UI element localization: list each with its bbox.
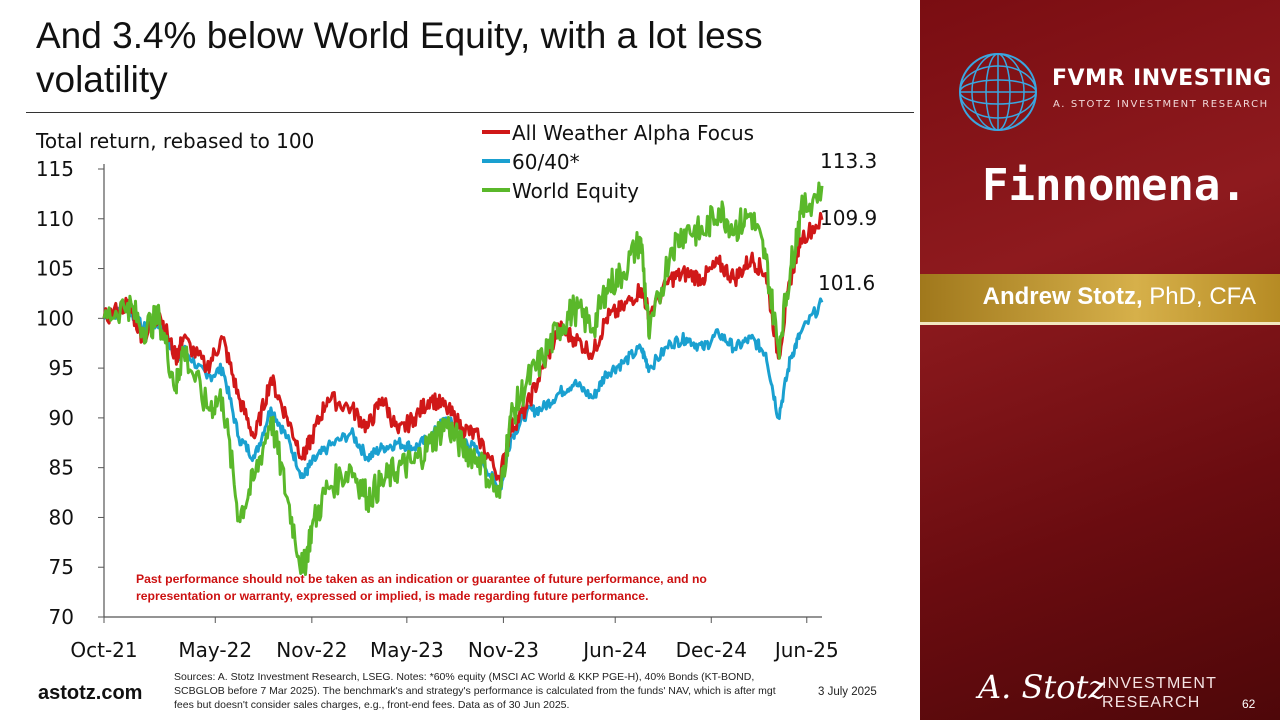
x-tick-label: Nov-23 xyxy=(468,638,539,662)
research-logo-line1: INVESTMENT xyxy=(1102,675,1218,692)
y-tick-label: 90 xyxy=(49,406,74,430)
x-tick-label: May-22 xyxy=(178,638,252,662)
x-tick-label: Oct-21 xyxy=(70,638,137,662)
x-tick-label: Dec-24 xyxy=(676,638,747,662)
x-tick-label: Jun-25 xyxy=(773,638,839,662)
chart-title: Total return, rebased to 100 xyxy=(35,129,314,153)
page-number: 62 xyxy=(1242,697,1256,711)
y-tick-label: 80 xyxy=(49,505,74,529)
slide-title: And 3.4% below World Equity, with a lot … xyxy=(36,15,763,100)
end-value-label: 109.9 xyxy=(820,206,877,230)
series-line-all-weather xyxy=(102,211,824,485)
globe-icon xyxy=(959,53,1037,131)
brand-url[interactable]: astotz.com xyxy=(38,682,143,704)
chart-axes: 115 110 105 100 95 90 85 80 75 70 Oct-21 May-22 Nov-… xyxy=(36,157,839,662)
fvmr-logo-title: FVMR INVESTING xyxy=(1052,66,1272,91)
research-logo-line2: RESEARCH xyxy=(1102,694,1201,711)
legend-label: World Equity xyxy=(512,179,639,203)
disclaimer-text: Past performance should not be taken as … xyxy=(136,572,707,603)
brand-sidebar: FVMR INVESTING A. STOTZ INVESTMENT RESEA… xyxy=(920,0,1280,720)
legend-label: 60/40* xyxy=(512,150,580,174)
presenter-band: Andrew Stotz, PhD, CFA xyxy=(920,274,1280,325)
y-tick-label: 100 xyxy=(36,306,74,330)
y-tick-label: 105 xyxy=(36,257,74,281)
end-labels: 109.9 101.6 113.3 xyxy=(818,149,877,295)
fvmr-logo-subtitle: A. STOTZ INVESTMENT RESEARCH xyxy=(1053,99,1269,110)
slide-date: 3 July 2025 xyxy=(818,686,877,698)
end-value-label: 113.3 xyxy=(820,149,877,173)
series-line-sixty-forty xyxy=(103,297,824,497)
x-tick-label: Jun-24 xyxy=(581,638,647,662)
presenter-name: Andrew Stotz, xyxy=(982,283,1143,310)
series-line-world-equity xyxy=(102,181,824,576)
title-divider xyxy=(26,112,914,113)
line-chart: Total return, rebased to 100 115 110 105 10… xyxy=(35,121,877,662)
y-tick-label: 85 xyxy=(49,456,74,480)
sources-note: Sources: A. Stotz Investment Research, L… xyxy=(174,671,776,711)
partner-logo: Finnomena. xyxy=(982,160,1247,211)
y-tick-label: 75 xyxy=(49,555,74,579)
research-logo-text: INVESTMENT RESEARCH xyxy=(1102,674,1217,712)
signature-logo: A. Stotz xyxy=(978,668,1106,706)
end-value-label: 101.6 xyxy=(818,271,875,295)
y-tick-label: 110 xyxy=(36,207,74,231)
y-tick-label: 95 xyxy=(49,356,74,380)
y-tick-label: 115 xyxy=(36,157,74,181)
x-tick-label: May-23 xyxy=(370,638,444,662)
presenter-credentials: PhD, CFA xyxy=(1142,283,1256,310)
chart-legend: All Weather Alpha Focus 60/40* World Equit… xyxy=(482,121,754,203)
legend-label: All Weather Alpha Focus xyxy=(512,121,754,145)
x-tick-label: Nov-22 xyxy=(276,638,347,662)
series-layer xyxy=(102,181,824,576)
y-tick-label: 70 xyxy=(49,605,74,629)
